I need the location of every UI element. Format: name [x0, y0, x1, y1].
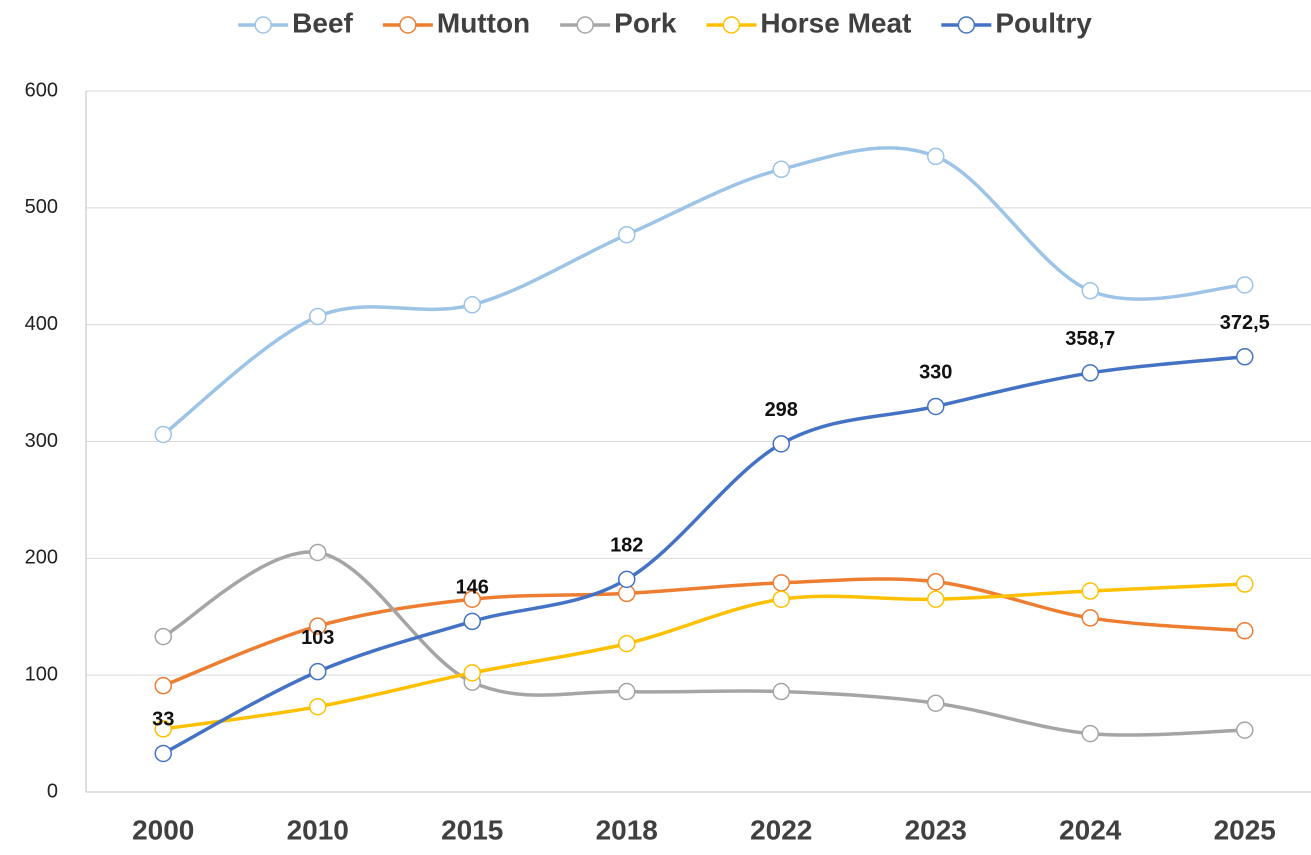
- data-label: 33: [152, 709, 174, 731]
- legend-label: Horse Meat: [760, 7, 911, 38]
- marker: [772, 435, 790, 453]
- marker: [618, 570, 636, 589]
- marker: [927, 694, 945, 712]
- legend: Beef Mutton Pork Horse Meat Poultry: [238, 7, 1092, 38]
- marker: [927, 590, 945, 608]
- marker: [1236, 276, 1254, 294]
- marker: [154, 676, 172, 695]
- marker: [1236, 622, 1254, 640]
- y-tick-label: 100: [25, 663, 58, 685]
- data-label: 103: [301, 627, 334, 649]
- marker: [1081, 724, 1099, 743]
- y-tick-label: 0: [47, 780, 58, 802]
- legend-item: Mutton: [382, 7, 530, 38]
- marker: [309, 617, 327, 635]
- marker: [618, 225, 636, 244]
- data-label: 372,5: [1220, 312, 1270, 334]
- marker: [309, 662, 327, 681]
- series: [154, 146, 1254, 444]
- y-tick-label: 400: [25, 313, 58, 335]
- y-tick-label: 300: [25, 430, 58, 452]
- x-tick-label: 2023: [905, 814, 967, 845]
- x-tick-label: 2018: [596, 814, 658, 845]
- marker: [463, 296, 481, 314]
- series-line: [162, 577, 1245, 688]
- legend-label: Poultry: [995, 7, 1092, 38]
- series-line: [163, 582, 1245, 731]
- marker: [1081, 582, 1099, 600]
- legend-label: Pork: [614, 7, 677, 38]
- marker: [1081, 364, 1099, 382]
- series: [154, 572, 1254, 695]
- series: [154, 543, 1254, 743]
- marker: [618, 634, 636, 653]
- data-label: 358,7: [1065, 328, 1115, 350]
- y-tick-label: 500: [25, 196, 58, 218]
- legend-marker: [254, 16, 272, 34]
- marker: [309, 697, 327, 716]
- series: [154, 575, 1254, 738]
- legend-label: Beef: [292, 7, 353, 38]
- legend-item: Pork: [560, 7, 677, 38]
- marker: [927, 572, 945, 591]
- y-tick-label: 600: [25, 79, 58, 101]
- legend-marker: [722, 16, 741, 34]
- marker: [618, 682, 636, 701]
- marker: [1081, 282, 1099, 300]
- marker: [1236, 575, 1254, 593]
- x-tick-label: 2022: [750, 814, 812, 845]
- marker: [772, 590, 790, 608]
- marker: [463, 664, 481, 682]
- marker: [1081, 609, 1099, 627]
- marker: [154, 744, 172, 763]
- marker: [772, 682, 790, 701]
- marker: [309, 543, 327, 562]
- marker: [154, 425, 172, 444]
- y-tick-label: 200: [25, 547, 58, 569]
- x-tick-label: 2000: [132, 814, 194, 845]
- x-tick-label: 2025: [1214, 814, 1276, 845]
- legend-label: Mutton: [437, 7, 530, 38]
- x-tick-label: 2015: [441, 814, 503, 845]
- x-tick-label: 2024: [1059, 814, 1122, 845]
- legend-item: Horse Meat: [706, 7, 911, 38]
- marker: [1236, 348, 1254, 366]
- data-label: 330: [919, 362, 952, 384]
- marker: [927, 397, 945, 416]
- marker: [1236, 721, 1254, 739]
- x-tick-label: 2010: [287, 814, 349, 845]
- marker: [154, 720, 172, 738]
- marker: [463, 612, 481, 631]
- data-label: 146: [456, 577, 489, 599]
- series-line: [162, 550, 1245, 737]
- legend-item: Poultry: [941, 7, 1092, 38]
- data-label: 298: [765, 399, 798, 421]
- series: [154, 348, 1254, 763]
- marker: [463, 590, 481, 608]
- data-label: 182: [610, 535, 643, 557]
- marker: [772, 574, 790, 592]
- marker: [772, 160, 790, 179]
- legend-item: Beef: [238, 7, 354, 38]
- marker: [309, 307, 327, 326]
- series-line: [162, 355, 1245, 755]
- marker: [154, 627, 172, 646]
- legend-marker: [576, 16, 594, 34]
- marker: [927, 147, 945, 166]
- legend-marker: [957, 16, 976, 34]
- legend-marker: [399, 16, 417, 34]
